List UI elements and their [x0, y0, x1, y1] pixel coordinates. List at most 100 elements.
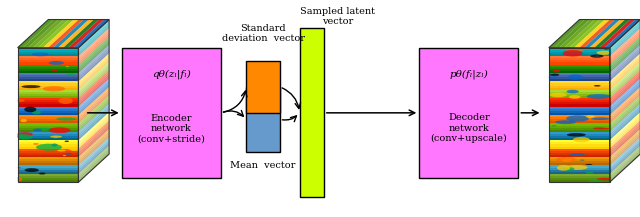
- Polygon shape: [43, 20, 79, 48]
- Polygon shape: [79, 85, 109, 115]
- Polygon shape: [549, 119, 610, 121]
- Polygon shape: [64, 138, 73, 140]
- Polygon shape: [596, 55, 600, 56]
- Polygon shape: [610, 22, 640, 52]
- Polygon shape: [79, 78, 109, 109]
- Polygon shape: [610, 76, 640, 107]
- Polygon shape: [43, 86, 65, 91]
- Polygon shape: [610, 104, 640, 134]
- Polygon shape: [574, 20, 610, 48]
- Polygon shape: [550, 93, 567, 97]
- Polygon shape: [17, 54, 79, 56]
- Polygon shape: [610, 141, 640, 172]
- Polygon shape: [17, 105, 79, 107]
- Polygon shape: [63, 155, 66, 156]
- Polygon shape: [610, 24, 640, 54]
- Polygon shape: [79, 129, 109, 159]
- Polygon shape: [586, 164, 593, 165]
- Polygon shape: [79, 89, 109, 119]
- Polygon shape: [610, 78, 640, 109]
- Polygon shape: [549, 125, 610, 128]
- Polygon shape: [610, 68, 640, 98]
- Polygon shape: [610, 64, 640, 94]
- Polygon shape: [79, 93, 109, 123]
- Polygon shape: [549, 159, 610, 161]
- Polygon shape: [610, 99, 640, 130]
- Polygon shape: [549, 142, 610, 145]
- Polygon shape: [549, 84, 610, 85]
- Polygon shape: [79, 34, 109, 65]
- Polygon shape: [549, 71, 610, 73]
- Polygon shape: [549, 75, 610, 77]
- Polygon shape: [610, 91, 640, 121]
- Polygon shape: [584, 20, 620, 48]
- Polygon shape: [17, 123, 79, 125]
- Polygon shape: [562, 158, 573, 162]
- Polygon shape: [20, 119, 27, 122]
- Polygon shape: [549, 58, 610, 60]
- Polygon shape: [17, 48, 79, 50]
- FancyBboxPatch shape: [122, 48, 221, 178]
- Polygon shape: [610, 66, 640, 96]
- Polygon shape: [610, 123, 640, 153]
- Polygon shape: [17, 117, 79, 119]
- Polygon shape: [610, 87, 640, 117]
- Polygon shape: [566, 90, 579, 93]
- Polygon shape: [610, 150, 640, 180]
- Polygon shape: [549, 115, 610, 117]
- Polygon shape: [17, 52, 79, 54]
- Polygon shape: [610, 131, 640, 161]
- Polygon shape: [549, 20, 584, 48]
- Polygon shape: [17, 71, 79, 73]
- Polygon shape: [549, 111, 610, 113]
- Polygon shape: [549, 54, 610, 56]
- Polygon shape: [67, 73, 75, 75]
- Polygon shape: [17, 134, 79, 136]
- Polygon shape: [79, 139, 109, 170]
- Polygon shape: [587, 94, 610, 99]
- Polygon shape: [68, 147, 77, 151]
- FancyBboxPatch shape: [246, 61, 280, 113]
- Polygon shape: [594, 85, 601, 87]
- Polygon shape: [79, 152, 109, 182]
- Polygon shape: [610, 49, 640, 79]
- Polygon shape: [17, 155, 79, 157]
- Polygon shape: [79, 30, 109, 60]
- Polygon shape: [590, 54, 604, 58]
- Polygon shape: [79, 141, 109, 172]
- Polygon shape: [586, 115, 595, 118]
- Polygon shape: [17, 145, 79, 146]
- Polygon shape: [610, 70, 640, 100]
- Polygon shape: [79, 76, 109, 107]
- Polygon shape: [17, 125, 79, 128]
- Polygon shape: [610, 43, 640, 73]
- Polygon shape: [79, 150, 109, 180]
- Polygon shape: [79, 123, 109, 153]
- Polygon shape: [556, 157, 576, 162]
- Polygon shape: [17, 62, 79, 65]
- Polygon shape: [79, 55, 109, 85]
- Polygon shape: [51, 144, 58, 147]
- Polygon shape: [610, 51, 640, 81]
- Polygon shape: [17, 140, 79, 142]
- Polygon shape: [32, 110, 41, 114]
- Polygon shape: [549, 145, 610, 146]
- Polygon shape: [549, 81, 610, 84]
- Polygon shape: [17, 92, 79, 94]
- Polygon shape: [593, 128, 610, 130]
- Polygon shape: [79, 148, 109, 178]
- FancyBboxPatch shape: [419, 48, 518, 178]
- Polygon shape: [79, 106, 109, 136]
- Polygon shape: [552, 125, 557, 126]
- Polygon shape: [17, 90, 79, 92]
- Polygon shape: [17, 111, 79, 113]
- Polygon shape: [25, 168, 39, 172]
- Polygon shape: [17, 151, 79, 153]
- Polygon shape: [567, 133, 586, 136]
- Polygon shape: [549, 123, 610, 125]
- Polygon shape: [566, 165, 588, 170]
- Polygon shape: [610, 129, 640, 159]
- Polygon shape: [17, 166, 79, 168]
- Polygon shape: [610, 57, 640, 88]
- Polygon shape: [549, 117, 610, 119]
